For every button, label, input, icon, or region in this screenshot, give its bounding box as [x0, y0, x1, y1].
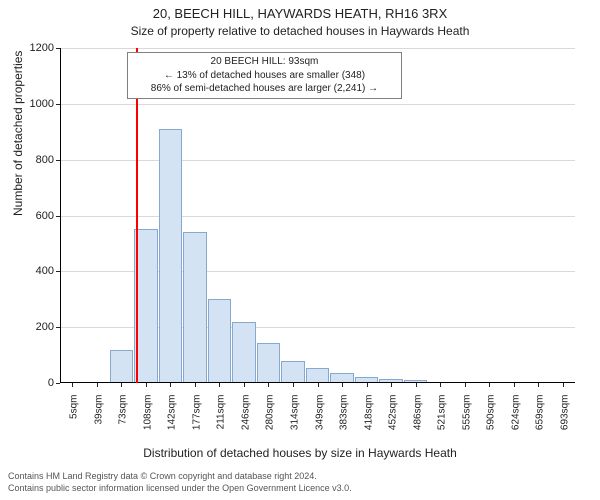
- histogram-bar: [257, 343, 281, 383]
- xtick-mark: [342, 383, 343, 387]
- footnote-line2: Contains public sector information licen…: [8, 483, 352, 494]
- ytick-label: 1200: [30, 42, 60, 54]
- footnote-line1: Contains HM Land Registry data © Crown c…: [8, 471, 317, 482]
- xtick-label: 555sqm: [461, 395, 472, 445]
- annotation-box: 20 BEECH HILL: 93sqm ← 13% of detached h…: [127, 52, 402, 99]
- xtick-label: 624sqm: [510, 395, 521, 445]
- xtick-label: 383sqm: [339, 395, 350, 445]
- xtick-label: 521sqm: [437, 395, 448, 445]
- y-axis-line: [60, 48, 61, 383]
- xtick-label: 314sqm: [289, 395, 300, 445]
- histogram-bar: [159, 129, 183, 383]
- xtick-mark: [293, 383, 294, 387]
- histogram-bar: [183, 232, 207, 383]
- xtick-mark: [538, 383, 539, 387]
- xtick-label: 693sqm: [559, 395, 570, 445]
- xtick-mark: [72, 383, 73, 387]
- xtick-mark: [318, 383, 319, 387]
- histogram-bar: [232, 322, 256, 383]
- ytick-label: 800: [36, 154, 60, 166]
- xtick-label: 211sqm: [216, 395, 227, 445]
- xtick-mark: [416, 383, 417, 387]
- annotation-line: 86% of semi-detached houses are larger (…: [134, 82, 395, 96]
- xtick-mark: [465, 383, 466, 387]
- histogram-bar: [110, 350, 134, 384]
- ytick-label: 400: [36, 265, 60, 277]
- annotation-line: 20 BEECH HILL: 93sqm: [134, 55, 395, 69]
- xtick-mark: [170, 383, 171, 387]
- xtick-label: 5sqm: [69, 395, 80, 445]
- ytick-label: 0: [48, 377, 60, 389]
- xtick-label: 39sqm: [93, 395, 104, 445]
- histogram-bar: [306, 368, 330, 383]
- xtick-label: 659sqm: [535, 395, 546, 445]
- xtick-mark: [146, 383, 147, 387]
- xtick-label: 177sqm: [191, 395, 202, 445]
- xtick-mark: [195, 383, 196, 387]
- xtick-mark: [489, 383, 490, 387]
- xtick-mark: [244, 383, 245, 387]
- chart-title-line2: Size of property relative to detached ho…: [0, 24, 600, 38]
- chart-title-line1: 20, BEECH HILL, HAYWARDS HEATH, RH16 3RX: [0, 6, 600, 21]
- ytick-label: 600: [36, 210, 60, 222]
- xtick-label: 246sqm: [240, 395, 251, 445]
- xtick-mark: [563, 383, 564, 387]
- histogram-bar: [281, 361, 305, 383]
- plot-area: 20 BEECH HILL: 93sqm ← 13% of detached h…: [60, 48, 575, 383]
- xtick-label: 590sqm: [486, 395, 497, 445]
- x-axis-label: Distribution of detached houses by size …: [0, 446, 600, 460]
- ytick-label: 200: [36, 321, 60, 333]
- xtick-label: 452sqm: [388, 395, 399, 445]
- xtick-mark: [268, 383, 269, 387]
- xtick-mark: [514, 383, 515, 387]
- xtick-label: 142sqm: [167, 395, 178, 445]
- xtick-mark: [219, 383, 220, 387]
- xtick-label: 73sqm: [118, 395, 129, 445]
- xtick-label: 280sqm: [265, 395, 276, 445]
- xtick-mark: [97, 383, 98, 387]
- xtick-label: 108sqm: [142, 395, 153, 445]
- xtick-label: 486sqm: [412, 395, 423, 445]
- histogram-bar: [208, 299, 232, 383]
- y-axis-label: Number of detached properties: [11, 51, 25, 216]
- xtick-mark: [367, 383, 368, 387]
- ytick-label: 1000: [30, 98, 60, 110]
- xtick-mark: [440, 383, 441, 387]
- xtick-label: 349sqm: [314, 395, 325, 445]
- annotation-line: ← 13% of detached houses are smaller (34…: [134, 69, 395, 83]
- xtick-mark: [121, 383, 122, 387]
- xtick-label: 418sqm: [363, 395, 374, 445]
- xtick-mark: [391, 383, 392, 387]
- figure: 20, BEECH HILL, HAYWARDS HEATH, RH16 3RX…: [0, 0, 600, 500]
